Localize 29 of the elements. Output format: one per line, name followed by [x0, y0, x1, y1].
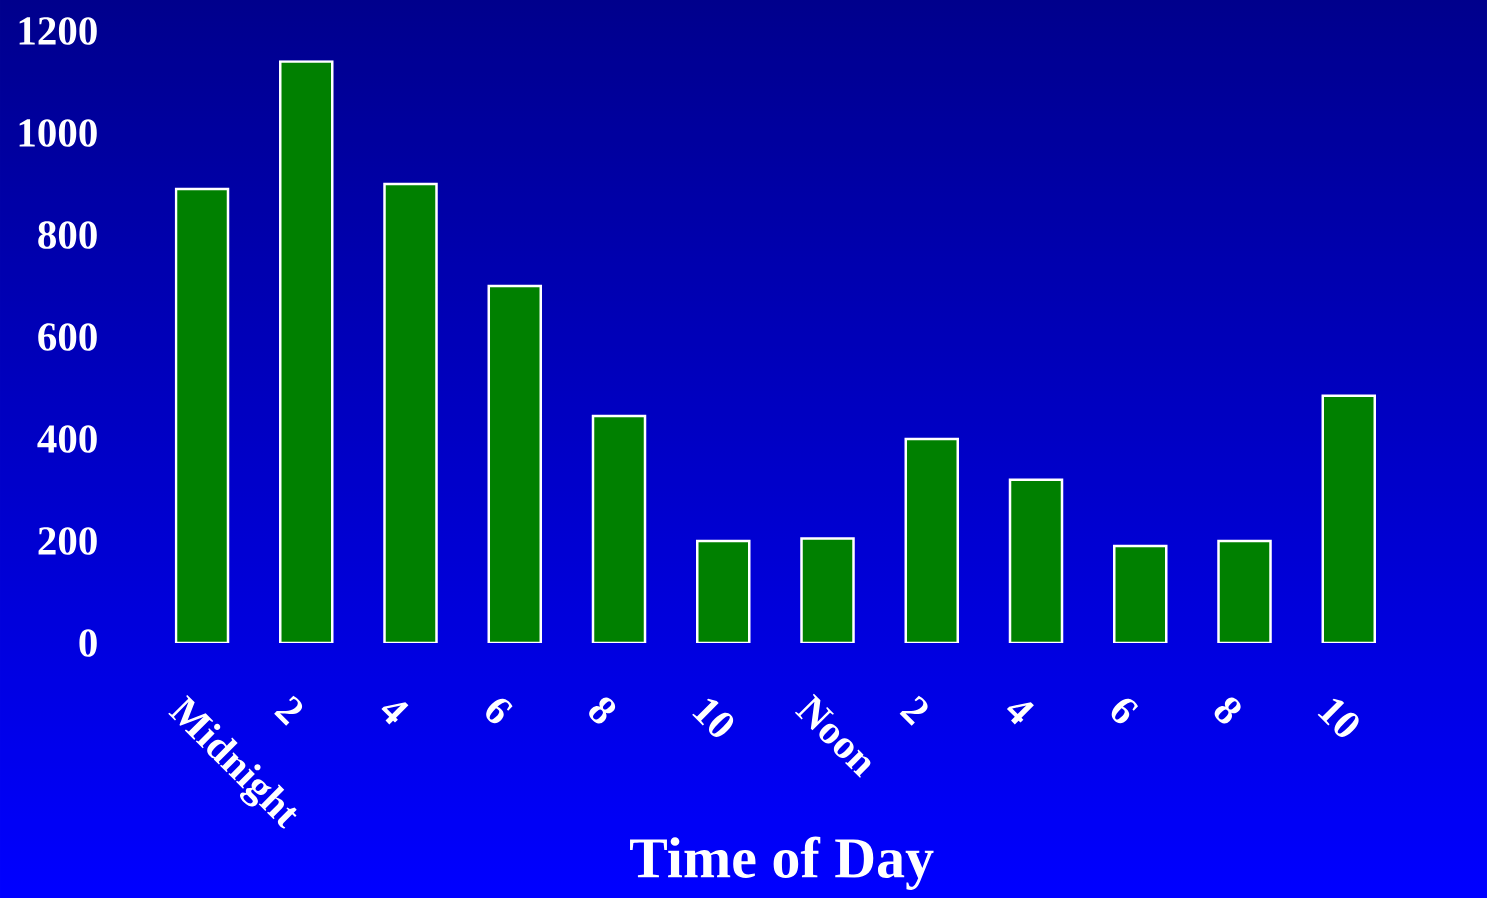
- bar: [904, 437, 960, 643]
- bar: [1217, 539, 1272, 643]
- y-tick-label: 600: [38, 323, 97, 351]
- x-tick-label: 10: [692, 698, 734, 737]
- x-axis-title: Time of Day: [630, 836, 934, 890]
- x-tick-label: 4: [381, 702, 409, 725]
- bar: [383, 182, 438, 643]
- bar: [591, 414, 647, 643]
- bar: [174, 187, 230, 643]
- y-tick-label: 200: [38, 527, 97, 555]
- bar: [487, 284, 543, 643]
- bar: [800, 537, 855, 643]
- bar: [696, 539, 751, 643]
- bar: [1113, 544, 1168, 643]
- bar: [1008, 478, 1064, 643]
- y-tick-label: 0: [79, 629, 97, 657]
- y-tick-label: 1000: [19, 119, 97, 147]
- x-tick-label: 2: [899, 695, 928, 726]
- y-tick-label: 400: [37, 425, 97, 453]
- bar: [279, 60, 334, 643]
- x-tick-label: 4: [1006, 702, 1034, 725]
- y-tick-label: 1200: [19, 17, 97, 45]
- bar: [1321, 394, 1377, 643]
- x-tick-label: 8: [1214, 697, 1241, 724]
- x-tick-label: 8: [589, 697, 616, 724]
- y-tick-label: 800: [38, 221, 97, 249]
- x-tick-label: 6: [486, 698, 513, 724]
- x-tick-label: 6: [1111, 698, 1139, 724]
- x-tick-label: 10: [1317, 698, 1359, 737]
